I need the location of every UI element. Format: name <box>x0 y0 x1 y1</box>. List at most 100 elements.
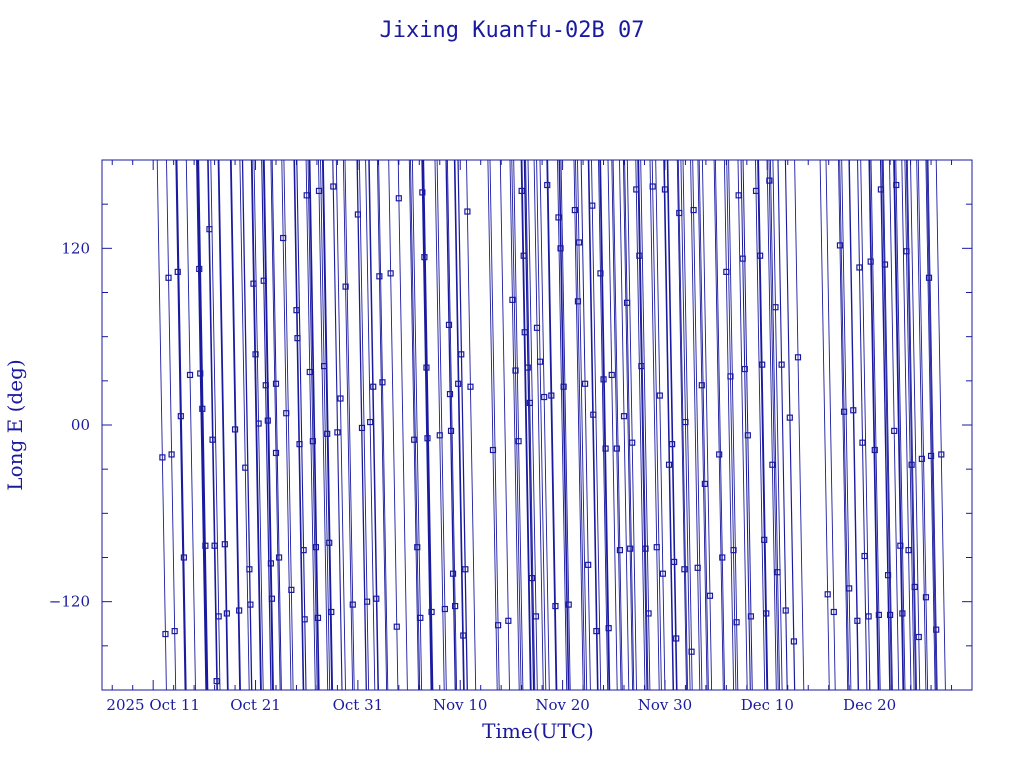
data-point <box>656 392 663 399</box>
data-point <box>830 608 837 616</box>
data-point <box>349 601 356 608</box>
data-point <box>636 252 643 259</box>
data-point <box>786 414 793 421</box>
data-point <box>824 591 831 598</box>
data-point <box>593 628 600 635</box>
data-point <box>884 572 892 579</box>
x-tick-label: Dec 20 <box>843 696 896 714</box>
x-tick-label: Nov 30 <box>638 696 693 714</box>
data-point <box>903 248 910 255</box>
data-point <box>794 354 802 361</box>
data-point <box>533 324 541 331</box>
data-point <box>424 435 431 442</box>
data-point <box>458 351 465 358</box>
data-point <box>597 270 604 277</box>
data-point <box>367 418 374 426</box>
data-point <box>571 206 578 214</box>
data-point <box>735 192 742 199</box>
data-point <box>328 608 335 616</box>
data-point <box>899 610 906 617</box>
data-point <box>582 380 589 387</box>
data-point <box>221 541 228 548</box>
data-point <box>272 380 280 387</box>
data-point <box>526 399 533 407</box>
data-point <box>515 438 522 445</box>
data-point <box>600 376 607 383</box>
data-point <box>557 245 564 252</box>
data-point <box>342 283 349 290</box>
data-point <box>489 446 497 454</box>
data-point <box>602 445 609 452</box>
data-point <box>653 544 660 551</box>
data-point <box>682 418 689 426</box>
data-point <box>520 252 527 259</box>
x-tick-label: Oct 21 <box>230 696 281 714</box>
data-point <box>716 451 723 458</box>
data-point <box>790 638 798 645</box>
data-point <box>197 370 204 377</box>
data-point <box>891 427 898 434</box>
data-point <box>560 383 567 390</box>
data-point <box>300 547 307 554</box>
data-point <box>247 601 254 608</box>
data-point <box>255 420 262 427</box>
data-point <box>186 371 194 379</box>
data-point <box>739 255 746 262</box>
data-point <box>908 461 915 468</box>
data-point <box>460 632 467 639</box>
data-point <box>642 545 649 552</box>
track-lines <box>156 160 946 690</box>
data-point <box>288 586 295 593</box>
data-point <box>495 622 502 629</box>
data-point <box>840 408 848 415</box>
data-point <box>306 368 313 376</box>
data-point <box>865 613 872 620</box>
x-tick-labels: 2025 Oct 11 Oct 21 Oct 31 Nov 10 Nov 20 Nov 3… <box>106 696 896 714</box>
data-point <box>199 405 206 412</box>
data-point <box>605 625 612 632</box>
data-point <box>294 335 301 342</box>
data-point <box>893 181 900 189</box>
data-point <box>376 273 383 280</box>
data-point <box>627 545 634 552</box>
data-point <box>464 208 471 215</box>
data-point <box>575 239 583 246</box>
data-point <box>250 280 257 287</box>
data-point <box>759 361 766 368</box>
x-tick-label: Nov 10 <box>433 696 488 714</box>
data-point <box>293 307 300 314</box>
data-point <box>915 633 922 641</box>
data-point <box>741 365 748 373</box>
data-point <box>512 367 519 374</box>
data-point <box>354 211 361 218</box>
data-point <box>911 583 918 591</box>
data-point <box>649 183 656 190</box>
data-point <box>565 601 572 608</box>
data-point <box>395 195 402 202</box>
data-point <box>922 594 930 601</box>
x-axis-label: Time(UTC) <box>482 719 594 743</box>
data-point <box>836 242 844 249</box>
data-point <box>608 371 615 379</box>
data-point <box>850 407 857 414</box>
data-point <box>669 441 676 448</box>
data-point <box>701 480 708 487</box>
data-point <box>337 395 344 402</box>
data-point <box>645 610 652 617</box>
y-tick-labels: 120 00 −120 <box>49 239 90 610</box>
data-point <box>275 554 283 561</box>
data-point <box>321 363 328 370</box>
data-point <box>296 441 303 448</box>
data-point <box>301 616 308 623</box>
data-point <box>267 560 274 567</box>
data-point <box>757 252 764 259</box>
chart-title: Jixing Kuanfu-02B 07 <box>380 18 645 43</box>
data-point <box>202 542 209 549</box>
data-point <box>518 187 525 195</box>
data-point <box>752 187 760 195</box>
data-point <box>730 547 737 554</box>
data-point <box>174 268 181 275</box>
data-point <box>246 566 253 573</box>
data-point <box>387 270 394 277</box>
